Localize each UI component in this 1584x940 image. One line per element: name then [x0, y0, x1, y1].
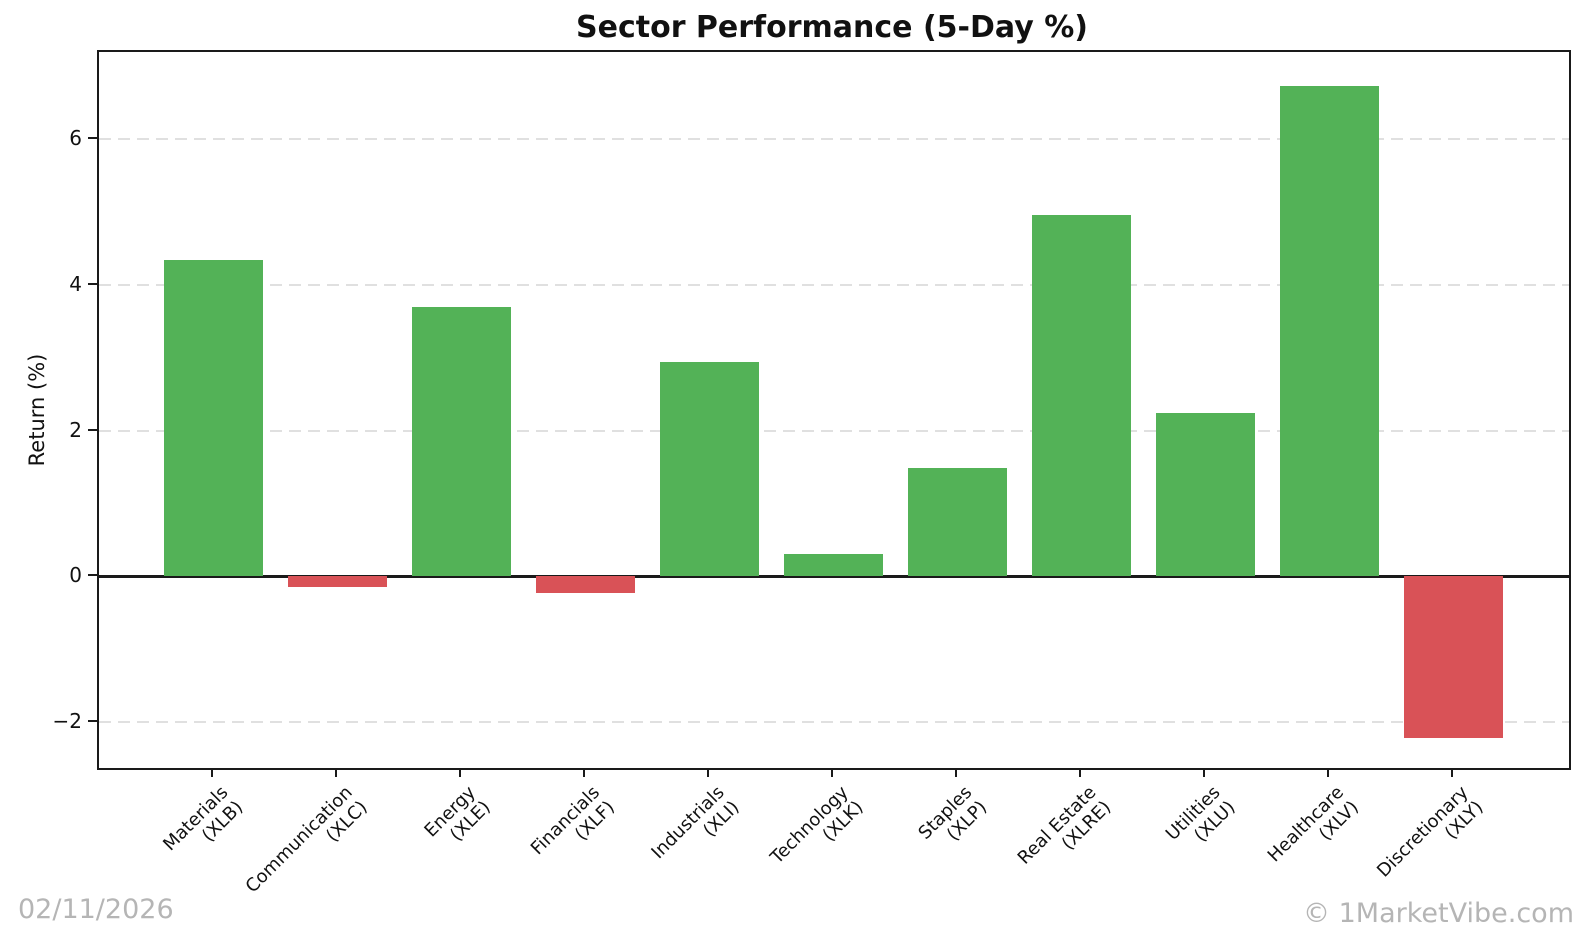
y-tick-mark — [88, 283, 97, 286]
x-tick-label: Staples (XLP) — [915, 782, 992, 859]
x-tick-label: Industrials (XLI) — [647, 782, 743, 878]
bar-xly — [1404, 576, 1503, 739]
x-tick-label: Financials (XLF) — [527, 782, 619, 874]
chart-title: Sector Performance (5-Day %) — [576, 10, 1088, 45]
plot-area — [97, 50, 1571, 770]
x-tick-mark — [1450, 768, 1453, 777]
watermark-text: © 1MarketVibe.com — [1303, 898, 1574, 929]
bar-xli — [660, 361, 759, 577]
bar-xlp — [908, 467, 1007, 577]
x-tick-label: Healthcare (XLV) — [1264, 782, 1363, 881]
gridline — [99, 284, 1569, 287]
footer-date: 02/11/2026 — [18, 894, 174, 925]
x-tick-label: Communication (XLC) — [241, 782, 371, 912]
bar-xlv — [1280, 86, 1379, 577]
x-tick-label: Utilities (XLU) — [1162, 782, 1240, 860]
x-tick-label: Energy (XLE) — [421, 782, 496, 857]
x-tick-mark — [210, 768, 213, 777]
gridline — [99, 429, 1569, 432]
y-tick-mark — [88, 137, 97, 140]
bar-xlc — [288, 576, 387, 587]
x-tick-mark — [582, 768, 585, 777]
x-tick-mark — [1326, 768, 1329, 777]
x-tick-mark — [706, 768, 709, 777]
x-tick-label: Technology (XLK) — [766, 782, 867, 883]
y-tick-label: 4 — [69, 272, 82, 297]
zero-line — [99, 575, 1569, 578]
bar-xlu — [1156, 413, 1255, 577]
x-tick-label: Real Estate (XLRE) — [1014, 782, 1116, 884]
y-tick-label: 2 — [69, 417, 82, 442]
bar-xlf — [536, 576, 635, 594]
gridline — [99, 721, 1569, 724]
x-tick-mark — [458, 768, 461, 777]
y-tick-mark — [88, 574, 97, 577]
y-tick-label: −2 — [52, 709, 82, 734]
x-tick-mark — [1202, 768, 1205, 777]
x-tick-mark — [830, 768, 833, 777]
gridline — [99, 138, 1569, 141]
bar-xlb — [164, 259, 263, 577]
bar-xlk — [784, 553, 883, 577]
x-tick-label: Materials (XLB) — [159, 782, 247, 870]
y-tick-label: 0 — [69, 563, 82, 588]
y-tick-mark — [88, 720, 97, 723]
x-tick-mark — [954, 768, 957, 777]
bar-xle — [412, 306, 511, 577]
x-tick-mark — [1078, 768, 1081, 777]
y-tick-label: 6 — [69, 126, 82, 151]
y-axis-label: Return (%) — [25, 353, 49, 467]
bar-xlre — [1032, 215, 1131, 577]
x-tick-mark — [334, 768, 337, 777]
x-tick-label: Discretionary (XLY) — [1373, 782, 1488, 897]
y-tick-mark — [88, 428, 97, 431]
